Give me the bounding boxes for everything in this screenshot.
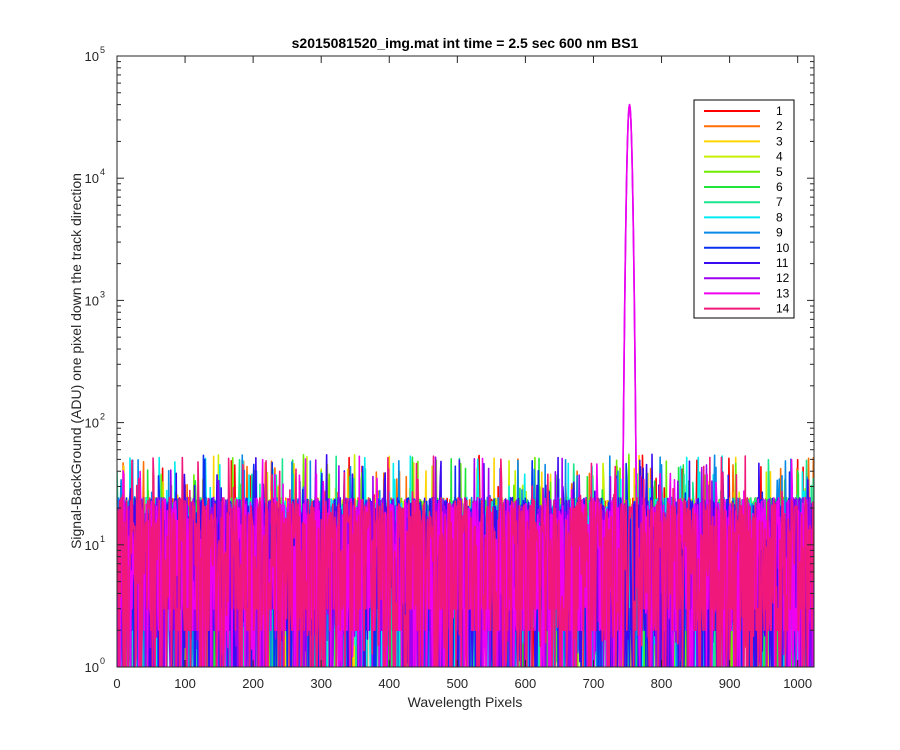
legend-label-12: 12	[776, 271, 790, 285]
legend-label-1: 1	[776, 104, 783, 118]
y-tick-label: 10	[85, 293, 99, 308]
legend-label-13: 13	[776, 286, 790, 300]
y-tick-exponent: 4	[100, 167, 105, 177]
x-tick-label: 600	[515, 676, 537, 691]
y-tick-exponent: 2	[100, 412, 105, 422]
y-tick-label: 10	[85, 660, 99, 675]
x-tick-label: 300	[310, 676, 332, 691]
legend-label-9: 9	[776, 226, 783, 240]
legend-label-3: 3	[776, 134, 783, 148]
y-tick-exponent: 3	[100, 289, 105, 299]
plot-frame	[116, 55, 815, 668]
y-tick-exponent: 0	[100, 656, 105, 666]
chart-title: s2015081520_img.mat int time = 2.5 sec 6…	[292, 35, 639, 51]
x-tick-label: 0	[113, 676, 120, 691]
y-tick-label: 10	[85, 171, 99, 186]
legend-box	[693, 99, 795, 319]
legend-label-4: 4	[776, 150, 783, 164]
x-tick-label: 500	[446, 676, 468, 691]
x-tick-label: 400	[378, 676, 400, 691]
y-tick-exponent: 5	[100, 45, 105, 55]
y-tick-exponent: 1	[100, 534, 105, 544]
legend-label-5: 5	[776, 165, 783, 179]
x-tick-label: 800	[651, 676, 673, 691]
series-lines	[117, 103, 814, 667]
legend-label-14: 14	[776, 302, 790, 316]
x-tick-label: 200	[242, 676, 264, 691]
x-tick-label: 1000	[783, 676, 812, 691]
y-tick-label: 10	[85, 416, 99, 431]
legend-label-11: 11	[776, 256, 789, 270]
legend-label-2: 2	[776, 119, 783, 133]
y-tick-label: 10	[85, 538, 99, 553]
y-axis-label: Signal-BackGround (ADU) one pixel down t…	[68, 173, 84, 549]
x-tick-label: 100	[174, 676, 196, 691]
x-tick-label: 900	[719, 676, 741, 691]
legend-label-10: 10	[776, 241, 790, 255]
y-tick-label: 10	[85, 49, 99, 64]
series-line-14	[117, 455, 814, 667]
legend-label-8: 8	[776, 210, 783, 224]
x-tick-label: 700	[583, 676, 605, 691]
x-axis-label: Wavelength Pixels	[408, 694, 523, 710]
legend-label-7: 7	[776, 195, 783, 209]
legend-label-6: 6	[776, 180, 783, 194]
